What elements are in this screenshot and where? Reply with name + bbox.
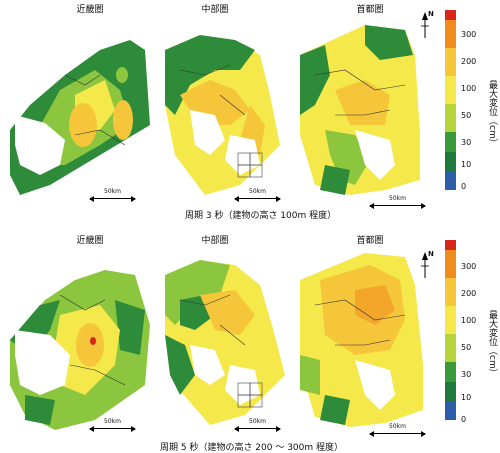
scale-label: 50km [249,418,266,425]
scale-label: 50km [389,195,406,202]
cb-seg [445,362,456,382]
cb-seg [445,172,456,190]
map-title-chubu-3s: 中部圏 [201,5,229,15]
tick-30: 30 [461,370,472,379]
legend-title-top: 最大変位（cm） [487,80,497,148]
color-bar-bottom [445,240,456,420]
tick-300: 300 [461,262,477,271]
tick-50: 50 [461,111,472,120]
tick-50: 50 [461,343,472,352]
color-bar-top [445,10,456,190]
scale-label: 50km [104,418,121,425]
scale-label: 50km [249,188,266,195]
cb-seg [445,104,456,132]
tick-200: 200 [461,57,477,66]
map-shuto-3s [300,25,420,195]
scale-label: 50km [104,188,121,195]
tick-100: 100 [461,316,477,325]
cb-seg [445,278,456,306]
map-chubu-3s [165,35,280,195]
tick-100: 100 [461,84,477,93]
cb-seg [445,48,456,76]
cb-seg [445,152,456,172]
tick-200: 200 [461,289,477,298]
cb-seg [445,250,456,278]
map-chubu-5s [165,260,285,425]
caption-period-3s: 周期 3 秒（建物の高さ 100m 程度） [185,211,337,221]
map-kinki-5s [10,270,150,430]
cb-seg [445,402,456,420]
north-arrow-icon [421,252,429,278]
cb-seg [445,76,456,104]
cb-seg [445,334,456,362]
tick-300: 300 [461,30,477,39]
map-title-kinki-3s: 近畿圏 [76,5,104,15]
tick-30: 30 [461,138,472,147]
legend-title-bottom: 最大変位（cm） [487,310,497,378]
map-title-kinki-5s: 近畿圏 [76,236,104,246]
cb-seg [445,20,456,48]
cb-seg [445,132,456,152]
map-title-shuto-5s: 首都圏 [356,236,384,246]
north-arrow-bottom: N [420,250,438,282]
tick-10: 10 [461,393,472,402]
map-title-chubu-5s: 中部圏 [201,236,229,246]
cb-seg [445,306,456,334]
north-label: N [428,10,434,18]
north-arrow-icon [421,12,429,38]
north-label: N [428,250,434,258]
caption-period-5s: 周期 5 秒（建物の高さ 200 ～ 300m 程度） [160,443,344,453]
map-kinki-3s [10,40,150,195]
tick-10: 10 [461,160,472,169]
tick-0: 0 [461,182,467,191]
scale-label: 50km [389,423,406,430]
tick-0: 0 [461,415,467,424]
map-shuto-5s [300,253,423,427]
cb-seg [445,10,456,20]
cb-seg [445,382,456,402]
map-title-shuto-3s: 首都圏 [356,5,384,15]
north-arrow-top: N [420,10,438,42]
cb-seg [445,240,456,250]
